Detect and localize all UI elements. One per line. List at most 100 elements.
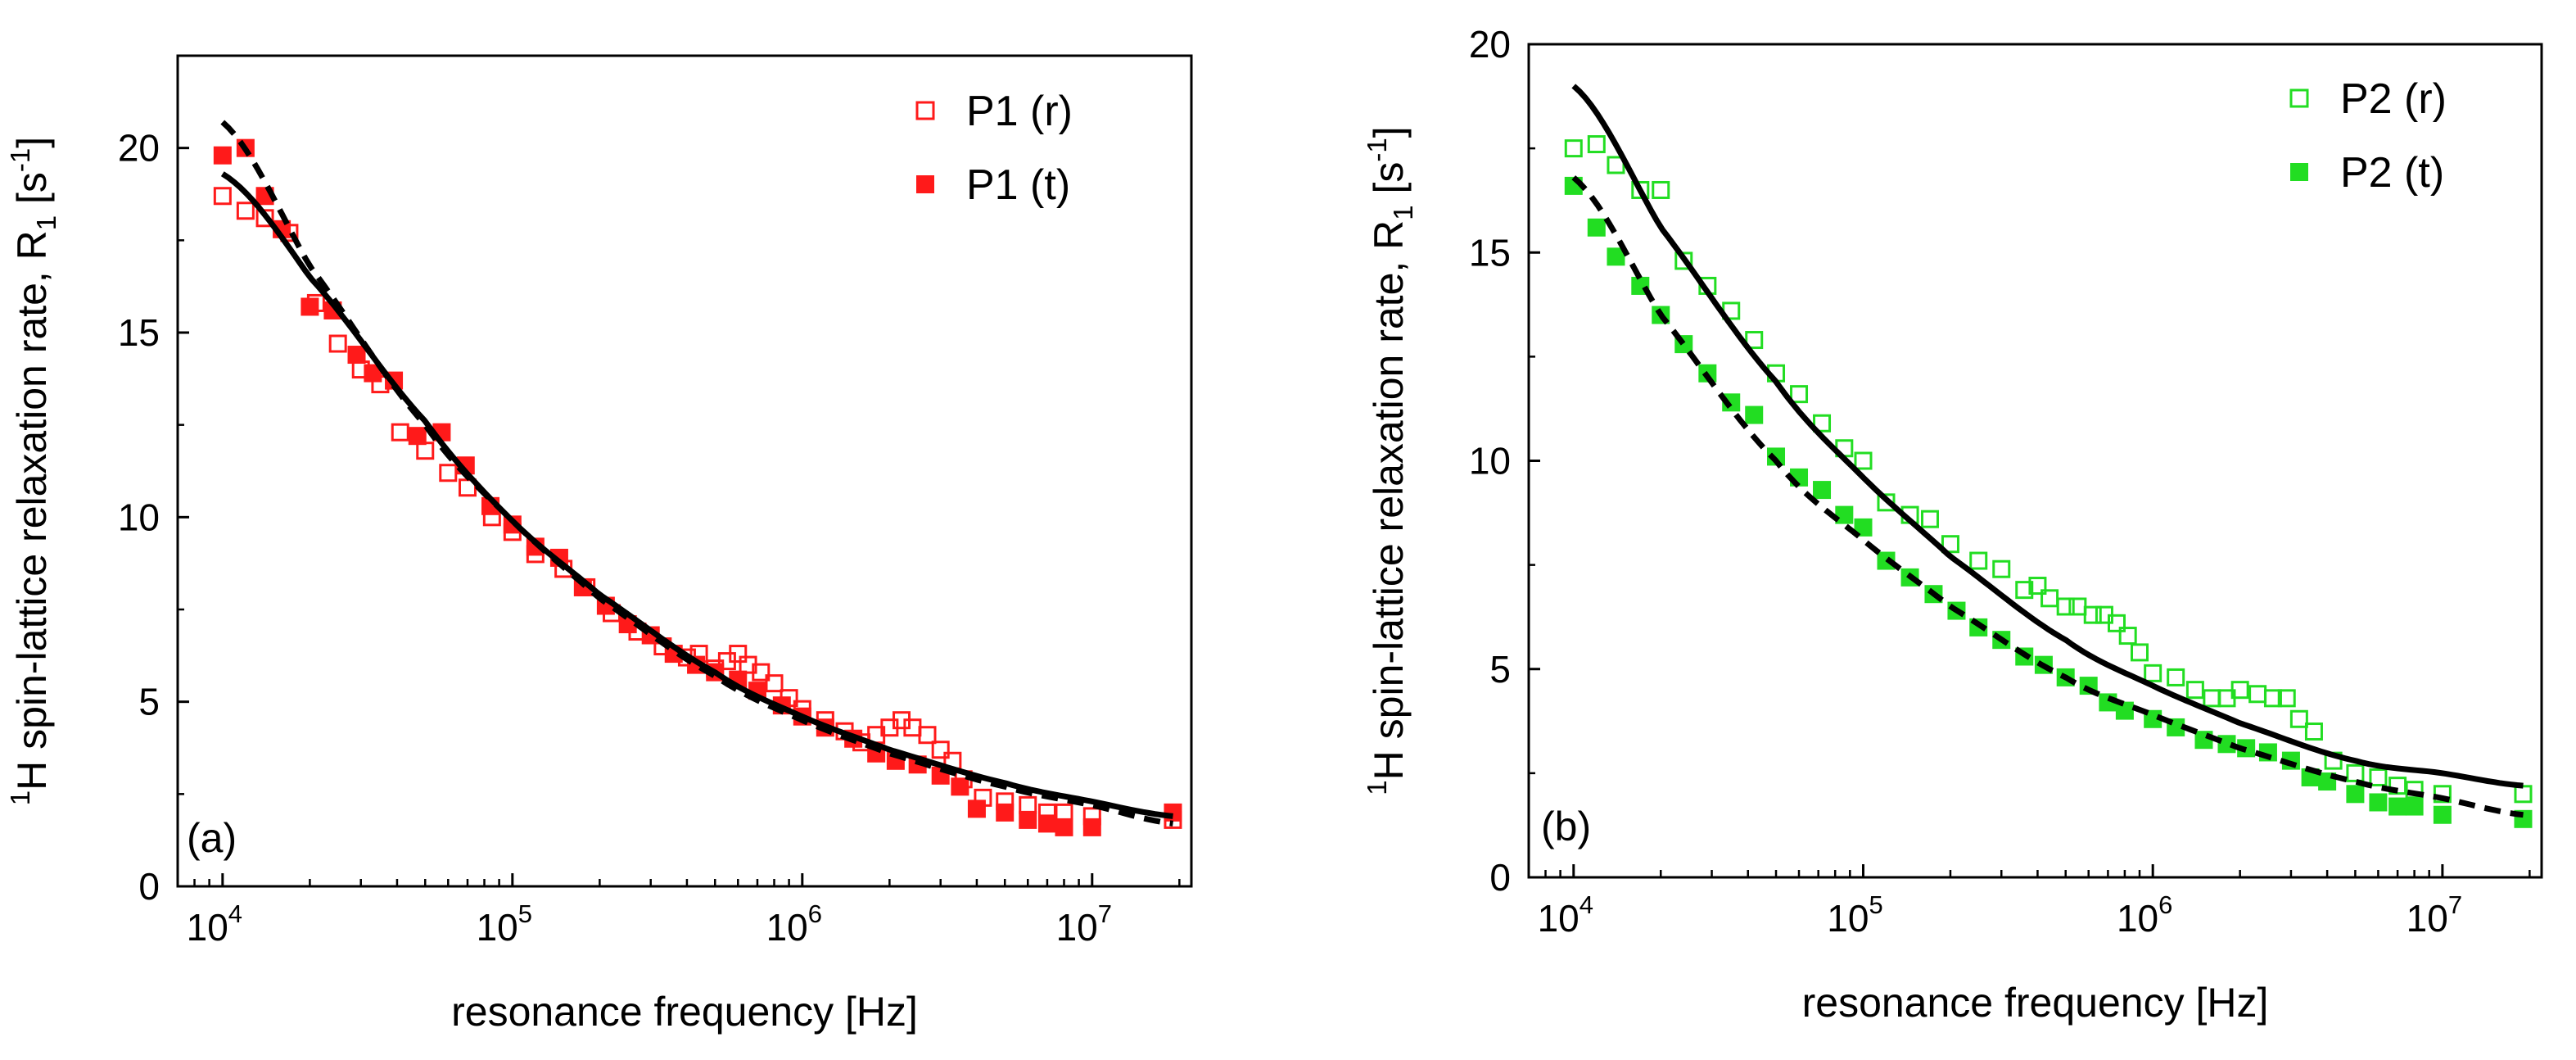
data-point bbox=[2118, 627, 2137, 646]
data-point bbox=[1745, 405, 1764, 424]
data-point bbox=[1607, 247, 1625, 266]
data-point bbox=[1019, 795, 1037, 814]
data-point bbox=[2248, 685, 2267, 704]
data-point bbox=[364, 364, 382, 383]
data-point bbox=[2217, 735, 2236, 754]
y-tick-label: 20 bbox=[118, 127, 160, 170]
data-point bbox=[2514, 785, 2533, 804]
data-point bbox=[1854, 518, 1873, 537]
data-point bbox=[1082, 818, 1101, 836]
x-tick-exponent: 5 bbox=[518, 899, 532, 928]
y-label-unit-sup: -1 bbox=[5, 148, 35, 172]
data-point bbox=[2167, 668, 2185, 686]
data-point bbox=[1745, 331, 1764, 350]
data-point bbox=[2277, 689, 2296, 708]
x-tick-label: 106 bbox=[2117, 890, 2172, 940]
data-point bbox=[1652, 180, 1670, 199]
y-label-unit-sup: -1 bbox=[1362, 138, 1392, 161]
data-point bbox=[1037, 814, 1056, 833]
data-point bbox=[2388, 797, 2407, 816]
data-point bbox=[2405, 797, 2424, 816]
plot-area bbox=[213, 120, 1182, 836]
y-tick-label: 5 bbox=[1489, 648, 1511, 691]
data-point bbox=[347, 346, 366, 365]
y-tick-label: 15 bbox=[118, 311, 160, 354]
y-tick-label: 10 bbox=[1469, 440, 1511, 482]
data-point bbox=[1055, 818, 1073, 836]
x-tick-label: 106 bbox=[766, 899, 822, 949]
y-label-sub: 1 bbox=[1388, 205, 1418, 220]
fit-curve-solid bbox=[220, 171, 1173, 819]
data-point bbox=[1920, 510, 1939, 528]
data-point bbox=[2068, 597, 2087, 616]
x-tick-base: 10 bbox=[766, 906, 808, 949]
y-tick-label: 20 bbox=[1469, 23, 1511, 66]
data-point bbox=[2230, 681, 2249, 700]
legend-label: P1 (r) bbox=[966, 88, 1073, 135]
data-point bbox=[765, 674, 784, 693]
data-point bbox=[2056, 597, 2075, 616]
data-point bbox=[1813, 414, 1832, 433]
data-point bbox=[213, 187, 232, 206]
y-tick-label: 15 bbox=[1469, 231, 1511, 274]
x-tick-label: 105 bbox=[477, 899, 532, 949]
data-point bbox=[2203, 689, 2221, 708]
data-point bbox=[2185, 681, 2204, 700]
x-tick-base: 10 bbox=[1827, 897, 1869, 940]
x-tick-label: 105 bbox=[1827, 890, 1882, 940]
data-point bbox=[967, 800, 986, 818]
series-p1-t- bbox=[213, 138, 1182, 836]
legend-label: P2 (t) bbox=[2340, 149, 2444, 197]
plot-frame bbox=[176, 54, 1193, 888]
data-point bbox=[918, 726, 937, 745]
data-point bbox=[1055, 803, 1073, 822]
data-point bbox=[752, 663, 771, 682]
data-point bbox=[2144, 664, 2162, 682]
x-tick-exponent: 4 bbox=[228, 899, 242, 928]
data-point bbox=[2263, 689, 2282, 708]
x-tick-base: 10 bbox=[2117, 897, 2158, 940]
data-point bbox=[439, 464, 458, 482]
data-point bbox=[2346, 785, 2365, 804]
data-point bbox=[1631, 180, 1650, 199]
data-point bbox=[2107, 614, 2126, 632]
fit-curve-solid bbox=[1571, 84, 2524, 789]
data-point bbox=[1969, 551, 1988, 570]
y-tick-label: 5 bbox=[138, 681, 160, 723]
x-tick-exponent: 7 bbox=[1098, 899, 1112, 928]
data-point bbox=[2015, 581, 2034, 600]
data-point bbox=[1790, 385, 1809, 404]
data-point bbox=[408, 427, 427, 446]
data-point bbox=[2083, 605, 2102, 624]
data-point bbox=[1164, 803, 1182, 822]
x-axis-label: resonance frequency [Hz] bbox=[1802, 980, 2269, 1026]
series-p2-t- bbox=[1564, 176, 2533, 828]
plot-area bbox=[1564, 84, 2533, 828]
y-label-unit-open: [s bbox=[9, 172, 55, 215]
data-point bbox=[951, 777, 969, 796]
legend: P1 (r) P1 (t) bbox=[915, 88, 1073, 209]
data-point bbox=[2131, 643, 2149, 662]
x-tick-label: 107 bbox=[2407, 890, 2462, 940]
data-point bbox=[328, 334, 347, 353]
data-point bbox=[301, 297, 319, 316]
data-point bbox=[2369, 793, 2388, 812]
data-point bbox=[1992, 559, 2011, 578]
x-tick-base: 10 bbox=[1056, 906, 1098, 949]
data-point bbox=[1835, 505, 1854, 524]
x-tick-exponent: 6 bbox=[808, 899, 822, 928]
data-point bbox=[2144, 709, 2162, 728]
x-tick-label: 104 bbox=[187, 899, 242, 949]
x-tick-base: 10 bbox=[2407, 897, 2448, 940]
data-point bbox=[729, 645, 748, 664]
data-point bbox=[1941, 535, 1959, 554]
data-point bbox=[1564, 139, 1583, 158]
legend-label: P1 (t) bbox=[966, 161, 1070, 209]
panel-label: (a) bbox=[187, 815, 237, 861]
data-point bbox=[2388, 777, 2407, 795]
data-point bbox=[2289, 709, 2308, 728]
data-point bbox=[255, 209, 274, 228]
legend: P2 (r) P2 (t) bbox=[2289, 75, 2447, 197]
x-tick-exponent: 4 bbox=[1579, 890, 1593, 919]
